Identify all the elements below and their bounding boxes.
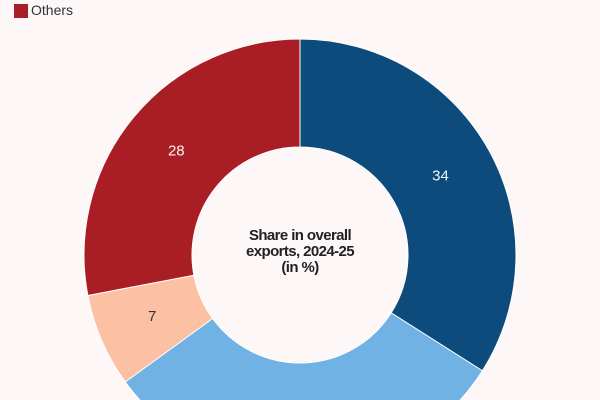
svg-text:34: 34 xyxy=(432,168,449,185)
svg-text:7: 7 xyxy=(148,308,156,325)
svg-text:28: 28 xyxy=(168,142,185,159)
